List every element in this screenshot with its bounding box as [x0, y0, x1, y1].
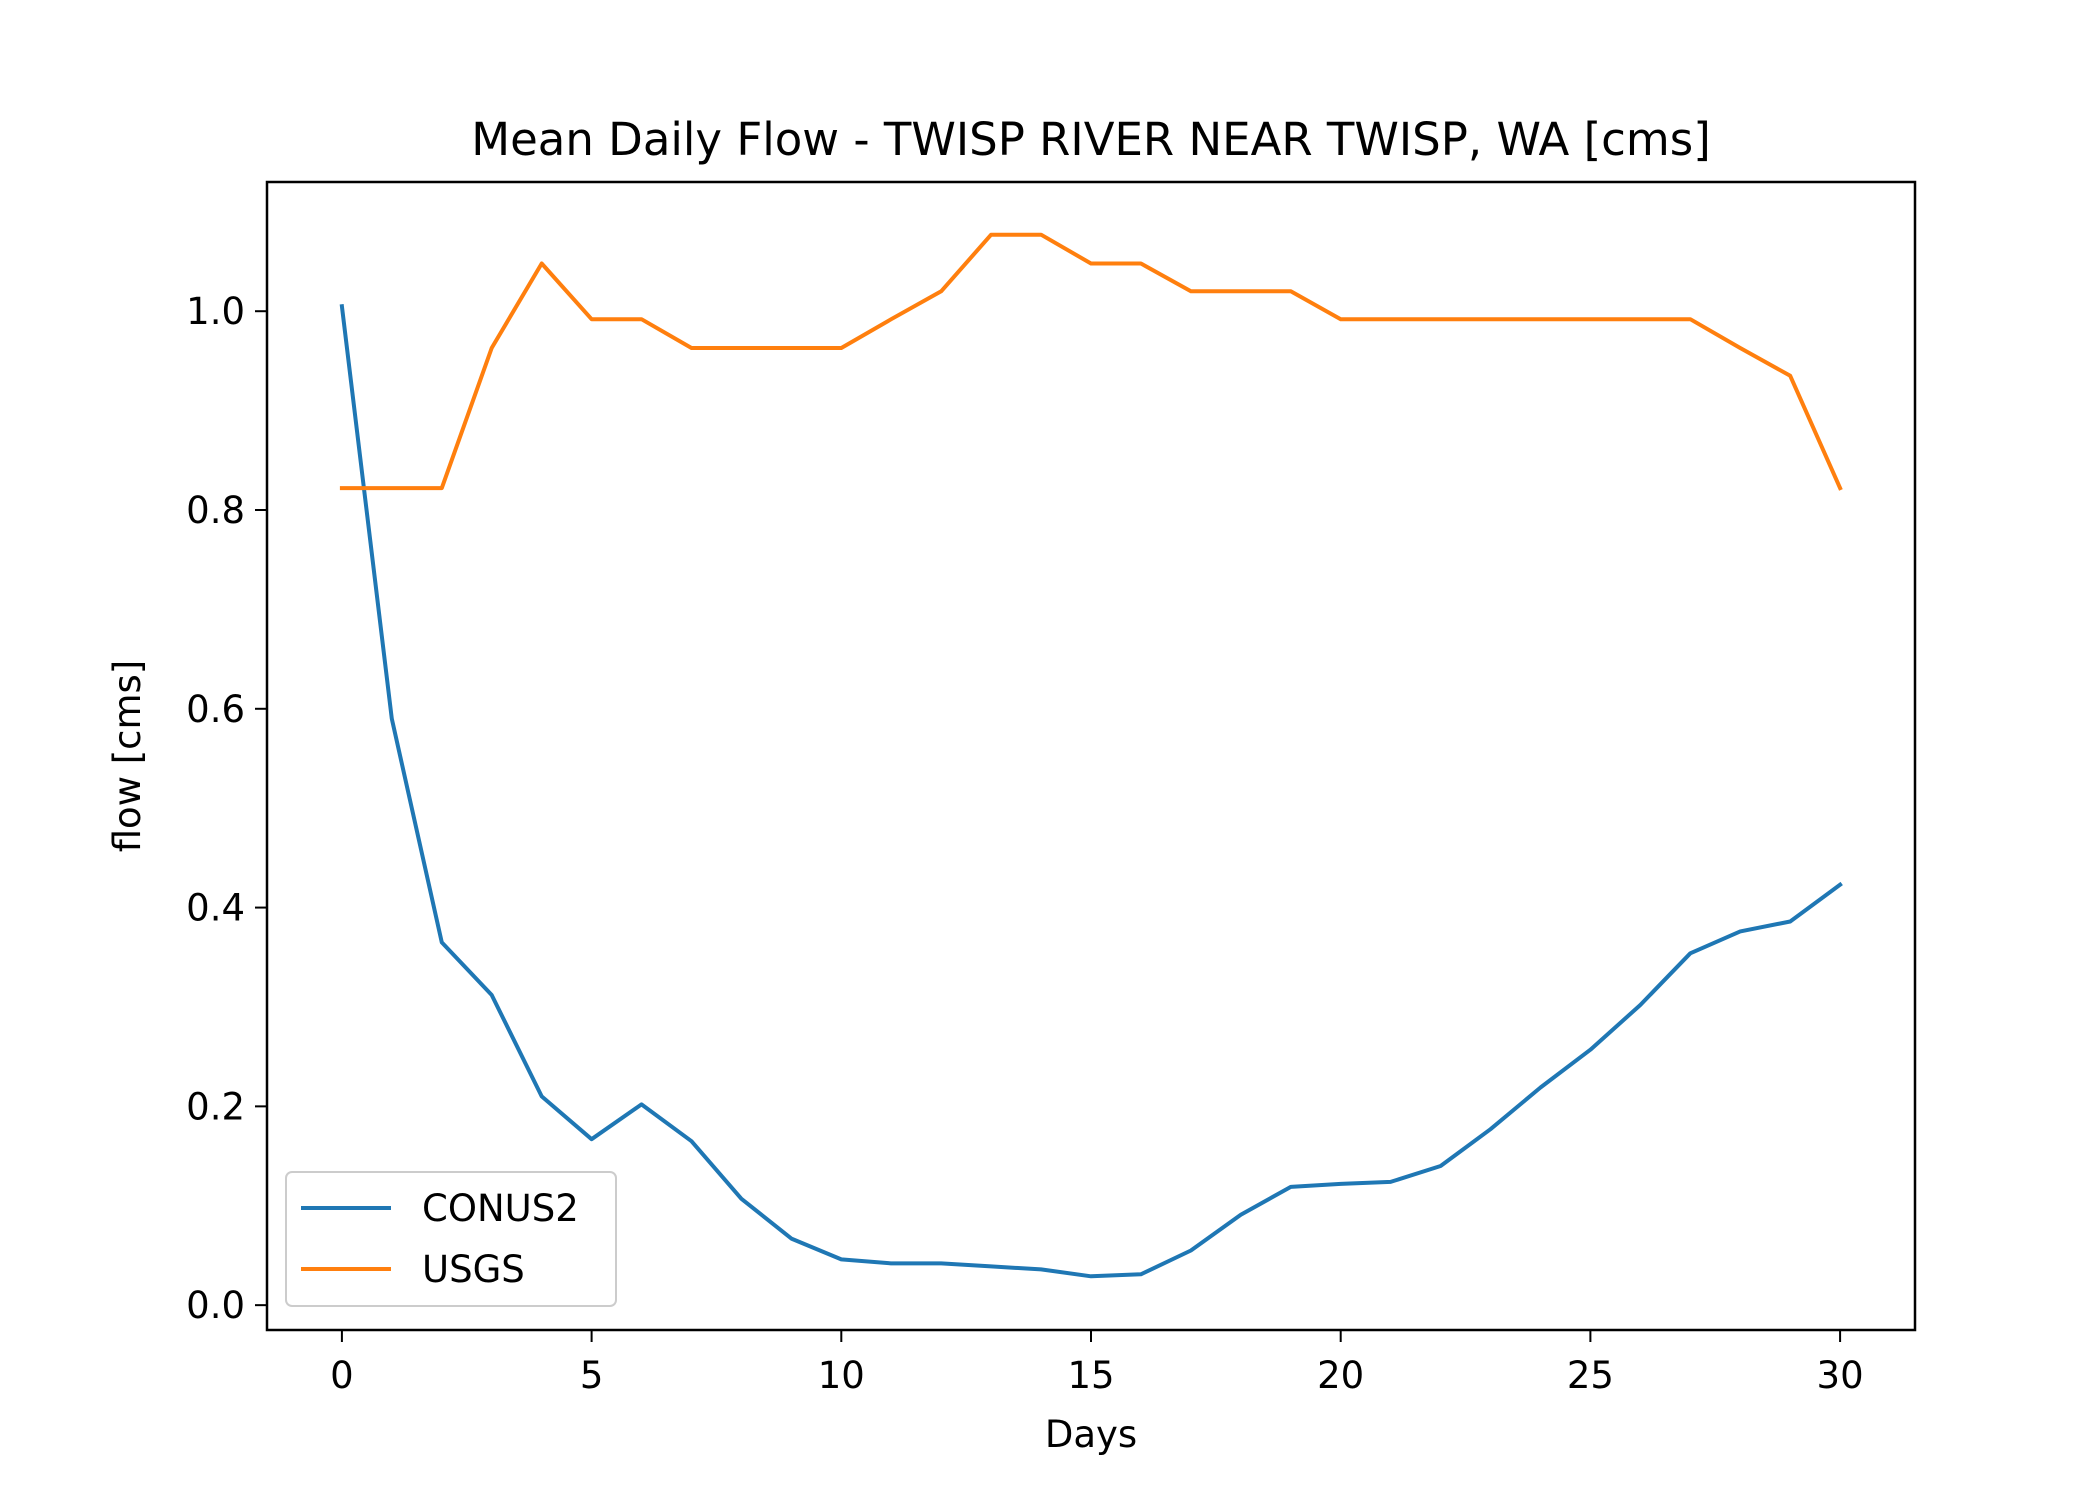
x-tick-label: 0: [330, 1354, 354, 1397]
x-tick-label: 10: [818, 1354, 865, 1397]
x-axis-label: Days: [1045, 1413, 1137, 1456]
legend: CONUS2 USGS: [285, 1171, 617, 1307]
x-tick-label: 5: [580, 1354, 604, 1397]
legend-label: CONUS2: [422, 1187, 579, 1230]
y-tick-label: 0.0: [186, 1284, 245, 1327]
plot-area: [339, 232, 1843, 1279]
ticks: 0 5 10 15 20 25 30 0.0 0.2 0.4 0.6 0.8 1.0: [186, 290, 1863, 1397]
y-tick-label: 0.4: [186, 887, 245, 930]
chart-title: Mean Daily Flow - TWISP RIVER NEAR TWISP…: [471, 113, 1711, 166]
legend-label: USGS: [422, 1248, 525, 1291]
y-axis-label: flow [cms]: [106, 660, 149, 853]
y-tick-label: 0.2: [186, 1085, 245, 1128]
x-tick-label: 20: [1317, 1354, 1364, 1397]
y-tick-label: 0.8: [186, 489, 245, 532]
x-tick-label: 15: [1067, 1354, 1114, 1397]
series-line-usgs: [339, 232, 1843, 491]
x-tick-label: 30: [1817, 1354, 1864, 1397]
y-tick-label: 0.6: [186, 688, 245, 731]
y-tick-label: 1.0: [186, 290, 245, 333]
x-tick-label: 25: [1567, 1354, 1614, 1397]
series-line-conus2: [339, 303, 1843, 1279]
legend-box: [285, 1171, 617, 1307]
